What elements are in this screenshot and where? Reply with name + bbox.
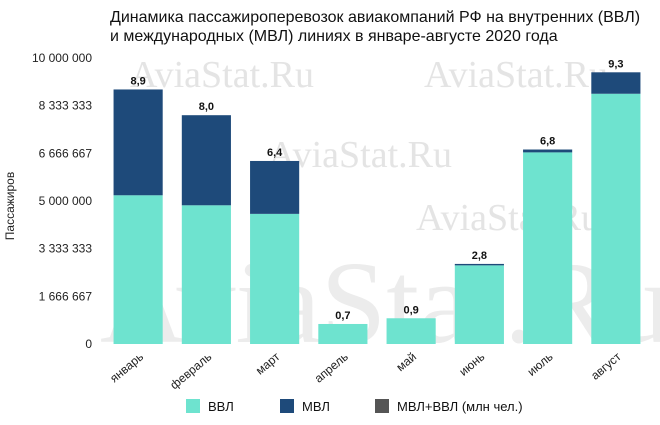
bar-vvl [386, 318, 436, 344]
legend: ВВЛ МВЛ МВЛ+ВВЛ (млн чел.) [186, 399, 523, 414]
bar-mvl [523, 149, 573, 153]
data-label: 0,7 [335, 310, 350, 322]
bar-mvl [454, 263, 504, 266]
bar-vvl [454, 265, 504, 344]
bar-vvl [113, 195, 163, 344]
data-label: 6,4 [267, 147, 283, 159]
y-axis-title: Пассажиров [3, 172, 17, 240]
watermark-text: AviaStat.Ru [416, 197, 600, 239]
legend-swatch [186, 399, 200, 413]
chart-title: Динамика пассажироперевозок авиакомпаний… [110, 9, 641, 45]
data-label: 8,0 [199, 101, 214, 113]
bar-mvl [113, 89, 163, 196]
bar-vvl [523, 152, 573, 344]
y-tick-label: 3 333 333 [39, 242, 93, 256]
legend-swatch [280, 399, 294, 413]
bar-mvl [181, 115, 231, 206]
legend-swatch [375, 399, 389, 413]
legend-label: МВЛ [302, 399, 330, 414]
y-tick-label: 1 666 667 [39, 289, 93, 303]
data-label: 9,3 [608, 58, 623, 70]
bar-vvl [250, 213, 300, 344]
data-label: 6,8 [540, 136, 555, 148]
y-tick-label: 10 000 000 [32, 51, 92, 65]
bar-mvl [250, 160, 300, 214]
bar-vvl [591, 93, 641, 344]
legend-label: ВВЛ [208, 399, 234, 414]
y-axis: 0 1 666 667 3 333 333 5 000 000 6 666 667 8 3… [32, 51, 92, 351]
data-label: 2,8 [472, 250, 487, 262]
watermark-text: AviaStat.Ru [424, 54, 608, 96]
y-tick-label: 8 333 333 [39, 99, 93, 113]
bar-mvl [591, 72, 641, 94]
legend-label: МВЛ+ВВЛ (млн чел.) [397, 399, 523, 414]
data-label: 8,9 [130, 75, 145, 87]
y-tick-label: 5 000 000 [39, 194, 93, 208]
y-tick-label: 6 666 667 [39, 146, 93, 160]
watermark-text: AviaStat.Ru [130, 54, 314, 96]
bar-vvl [181, 205, 231, 344]
bar-vvl [318, 323, 368, 344]
plot-area: 8,9 8,0 6,4 0,7 0,9 2,8 6,8 9,3 [113, 58, 641, 344]
y-tick-label: 0 [85, 337, 92, 351]
data-label: 0,9 [403, 304, 418, 316]
